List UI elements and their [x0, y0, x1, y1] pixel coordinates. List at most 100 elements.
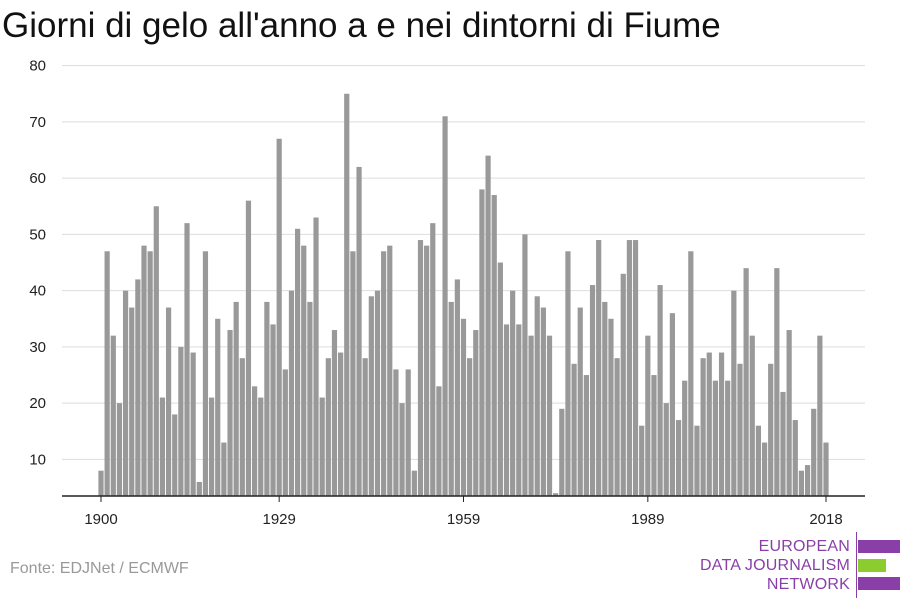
bar-1981: [596, 240, 602, 496]
bar-2000: [712, 380, 719, 496]
bar-1939: [338, 352, 344, 496]
bar-1997: [694, 425, 700, 496]
chart-title: Giorni di gelo all'anno a e nei dintorni…: [2, 6, 721, 45]
bar-1933: [301, 245, 307, 496]
bar-1945: [374, 290, 381, 496]
bar-1991: [657, 285, 663, 496]
bar-1949: [399, 403, 405, 496]
bar-1987: [632, 240, 639, 496]
bar-1944: [368, 296, 374, 496]
bar-1976: [565, 251, 571, 496]
bar-1940: [344, 93, 350, 496]
bar-2004: [737, 363, 743, 496]
bar-1919: [215, 318, 221, 496]
bar-1946: [381, 251, 387, 496]
x-tick-label: 2018: [809, 511, 842, 528]
bar-1960: [467, 358, 473, 496]
bar-1984: [614, 358, 620, 496]
bar-1912: [172, 414, 178, 496]
y-axis-tick-labels: 10 20 30 40 50 60 70 80: [29, 58, 46, 469]
bars: [98, 93, 829, 496]
bar-1990: [651, 375, 657, 496]
y-tick-label: 20: [29, 395, 46, 412]
bar-1922: [233, 301, 239, 496]
bar-1937: [325, 358, 331, 496]
bar-1958: [454, 279, 460, 496]
bar-1931: [288, 290, 295, 496]
bar-1942: [356, 166, 362, 496]
bar-2011: [780, 391, 786, 496]
bar-1911: [165, 307, 172, 496]
bar-1988: [639, 425, 645, 496]
bar-1905: [129, 307, 135, 496]
bar-1925: [252, 386, 258, 496]
logo-text-line-1: EUROPEAN: [758, 538, 850, 555]
x-tick-label: 1989: [631, 511, 664, 528]
bar-1929: [276, 138, 282, 496]
bar-1970: [528, 335, 534, 496]
bar-1977: [571, 363, 577, 496]
bar-2003: [731, 290, 737, 496]
bar-2005: [743, 268, 749, 496]
bar-2010: [774, 268, 780, 496]
bar-2002: [725, 380, 731, 496]
bar-1918: [208, 397, 215, 496]
bar-1915: [190, 352, 196, 496]
bar-1913: [178, 346, 184, 496]
bar-1947: [387, 245, 393, 496]
bar-1956: [442, 116, 448, 496]
bar-1927: [264, 301, 270, 496]
bar-1989: [645, 335, 651, 496]
bar-1967: [510, 290, 516, 496]
bar-1941: [350, 251, 356, 496]
bar-1930: [282, 369, 288, 496]
logo-divider: [856, 532, 857, 598]
x-tick-label: 1929: [262, 511, 295, 528]
bar-1909: [153, 206, 159, 496]
bar-1994: [675, 420, 682, 496]
bar-1948: [393, 369, 399, 496]
bar-1902: [110, 335, 116, 496]
bar-1978: [577, 307, 583, 496]
bar-1985: [620, 273, 626, 496]
bar-1975: [559, 408, 565, 496]
bar-1954: [430, 223, 436, 496]
bar-1923: [239, 358, 245, 496]
bar-2018: [823, 442, 829, 496]
bar-1921: [227, 330, 233, 496]
bar-1907: [141, 245, 147, 496]
bar-1980: [589, 285, 596, 496]
x-tick-label: 1900: [84, 511, 117, 528]
bar-1906: [135, 279, 141, 496]
bar-1996: [688, 251, 694, 496]
y-tick-label: 40: [29, 283, 46, 300]
bar-1908: [147, 251, 153, 496]
bar-2008: [761, 442, 768, 496]
bar-1972: [540, 307, 546, 496]
bar-1979: [583, 375, 589, 496]
bar-2013: [792, 420, 798, 496]
logo-bar-middle: [858, 559, 886, 572]
bar-1951: [411, 470, 417, 496]
bar-1938: [331, 330, 338, 496]
bar-1916: [196, 481, 202, 496]
bar-1936: [319, 397, 325, 496]
bar-1961: [473, 330, 479, 496]
bar-2016: [811, 408, 817, 496]
bar-1903: [116, 403, 123, 496]
logo-text-line-2: DATA JOURNALISM: [700, 557, 850, 574]
y-tick-label: 10: [29, 451, 46, 468]
y-tick-label: 70: [29, 114, 46, 131]
bar-1943: [362, 358, 368, 496]
bar-1910: [159, 397, 166, 496]
y-tick-label: 50: [29, 226, 46, 243]
y-tick-label: 80: [29, 58, 46, 75]
bar-1955: [436, 386, 442, 496]
bar-1962: [479, 189, 485, 496]
bar-1968: [516, 324, 522, 496]
bar-2017: [817, 335, 823, 496]
bar-1964: [491, 195, 497, 496]
bar-1982: [602, 301, 608, 496]
bar-1904: [122, 290, 129, 496]
